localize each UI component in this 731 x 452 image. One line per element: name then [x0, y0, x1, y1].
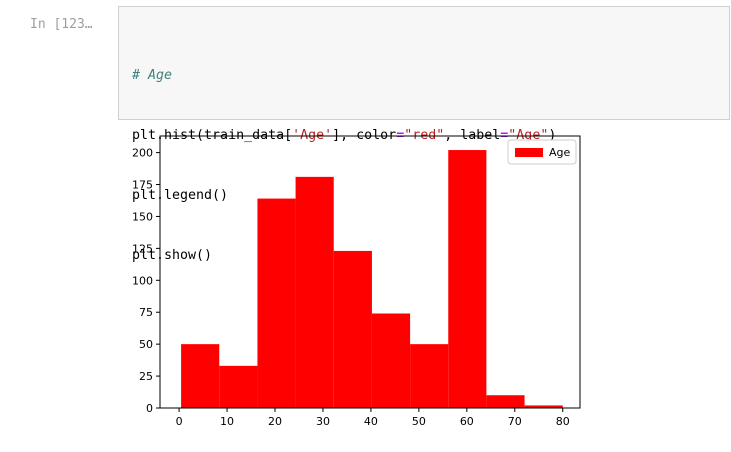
x-tick-label: 70	[508, 415, 522, 428]
y-tick-label: 75	[139, 306, 153, 319]
bars-group	[181, 150, 563, 409]
histogram-bar	[524, 405, 563, 408]
y-tick-label: 200	[132, 147, 153, 160]
y-tick-label: 100	[132, 274, 153, 287]
y-tick-label: 25	[139, 370, 153, 383]
code-line-4: plt.show()	[132, 248, 213, 263]
histogram-bar	[486, 395, 525, 408]
legend: Age	[507, 139, 577, 165]
x-tick-label: 80	[556, 415, 570, 428]
histogram-bar	[371, 313, 411, 408]
histogram-bar	[295, 176, 334, 408]
histogram-bar	[219, 365, 258, 408]
x-tick-label: 50	[412, 415, 426, 428]
histogram-bar	[257, 198, 296, 408]
input-prompt: In [123…	[30, 17, 93, 32]
plot-frame	[159, 135, 581, 409]
histogram-bar	[333, 250, 372, 408]
x-tick-label: 10	[220, 415, 234, 428]
x-tick-label: 20	[268, 415, 282, 428]
code-line-3: plt.legend()	[132, 188, 229, 203]
x-tick-label: 60	[460, 415, 474, 428]
code-editor[interactable]: # Age plt.hist(train_data['Age'], color=…	[118, 6, 730, 263]
legend-swatch	[515, 148, 543, 157]
x-tick-label: 40	[364, 415, 378, 428]
cell-output: 0 10 20 30 40 50 60 70 80 0 25 50 75 100 125 150 175 200…	[118, 126, 598, 446]
x-tick-label: 30	[316, 415, 330, 428]
y-tick-label: 125	[132, 242, 153, 255]
x-axis: 0 10 20 30 40 50 60 70 80	[176, 408, 570, 428]
y-axis: 0 25 50 75 100 125 150 175 200	[132, 147, 160, 415]
y-tick-label: 0	[146, 402, 153, 415]
y-tick-label: 50	[139, 338, 153, 351]
histogram-bar	[181, 344, 220, 408]
y-tick-label: 150	[132, 210, 153, 223]
y-tick-label: 175	[132, 179, 153, 192]
x-tick-label: 0	[176, 415, 183, 428]
legend-label: Age	[549, 146, 571, 159]
histogram-bar	[448, 150, 487, 409]
histogram-bar	[410, 344, 449, 408]
code-line-1: # Age	[132, 66, 556, 86]
code-comment: # Age	[132, 68, 173, 83]
histogram-chart: 0 10 20 30 40 50 60 70 80 0 25 50 75 100 125 150 175 200…	[132, 135, 581, 428]
